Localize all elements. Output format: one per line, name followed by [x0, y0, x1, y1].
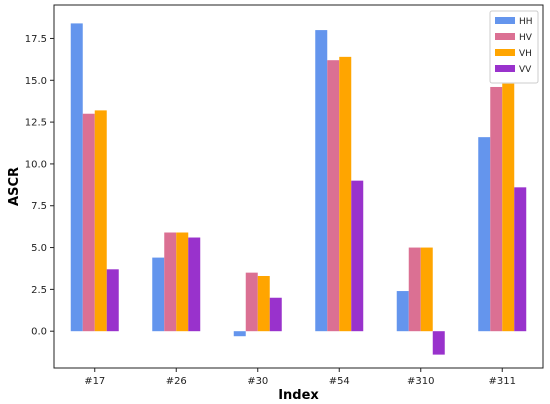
bar-vv-17: [106, 269, 119, 332]
bar-vh-310: [420, 247, 433, 332]
bar-vv-54: [351, 180, 364, 332]
x-tick-label: #310: [407, 376, 434, 387]
legend-swatch-hv: [495, 33, 515, 40]
x-tick-label: #26: [166, 376, 187, 387]
bar-hh-311: [478, 137, 491, 332]
bar-hv-30: [245, 272, 258, 332]
y-tick-label: 5.0: [31, 243, 47, 254]
x-tick-label: #17: [84, 376, 105, 387]
bar-hh-54: [315, 30, 328, 332]
y-tick-label: 7.5: [31, 201, 47, 212]
legend-label-vv: VV: [519, 65, 532, 75]
legend-swatch-hh: [495, 17, 515, 24]
x-tick-label: #54: [329, 376, 350, 387]
bar-vh-26: [176, 232, 189, 332]
y-tick-label: 15.0: [25, 76, 47, 87]
bar-hv-310: [408, 247, 421, 332]
bar-hv-26: [164, 232, 177, 332]
y-tick-label: 0.0: [31, 327, 47, 338]
bar-hh-310: [396, 291, 409, 332]
bar-hv-54: [327, 60, 340, 332]
legend-label-hh: HH: [519, 17, 533, 27]
plot-area: #17 #26 #30 #54 #310 #311 0.0 2.5 5.0 7.5 10.0 12.5…: [25, 4, 544, 387]
x-tick-label: #311: [489, 376, 516, 387]
y-tick-label: 17.5: [25, 34, 47, 45]
bar-vv-311: [514, 187, 527, 332]
y-tick-label: 10.0: [25, 159, 47, 170]
y-axis-title: ASCR: [7, 167, 22, 206]
bar-hv-311: [490, 86, 503, 332]
bar-hh-30: [233, 331, 246, 337]
x-tick-label: #30: [247, 376, 268, 387]
legend-label-hv: HV: [519, 33, 533, 43]
bar-vh-30: [257, 275, 270, 332]
bar-vv-26: [188, 237, 201, 332]
bar-vh-311: [502, 83, 515, 332]
bar-vh-17: [94, 110, 107, 332]
bar-vv-310: [432, 331, 445, 355]
y-tick-label: 2.5: [31, 285, 47, 296]
bar-vh-54: [339, 56, 352, 332]
plot-frame: [53, 4, 544, 369]
bar-hv-17: [82, 113, 95, 332]
legend: HH HV VH VV: [489, 10, 539, 84]
legend-label-vh: VH: [519, 49, 532, 59]
legend-swatch-vv: [495, 65, 515, 72]
y-tick-label: 12.5: [25, 118, 47, 129]
x-axis-title: Index: [278, 388, 319, 403]
bar-vv-30: [269, 297, 282, 332]
bar-hh-17: [70, 23, 83, 332]
legend-swatch-vh: [495, 49, 515, 56]
bar-hh-26: [152, 257, 165, 332]
